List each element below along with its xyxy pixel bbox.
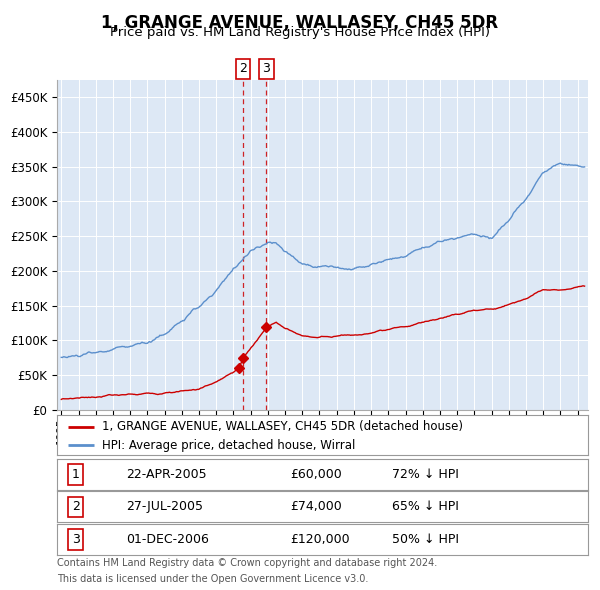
Text: £60,000: £60,000 (290, 468, 343, 481)
Text: 3: 3 (263, 63, 271, 76)
Text: 2: 2 (71, 500, 80, 513)
Text: 50% ↓ HPI: 50% ↓ HPI (392, 533, 458, 546)
Text: 3: 3 (71, 533, 80, 546)
Text: Price paid vs. HM Land Registry's House Price Index (HPI): Price paid vs. HM Land Registry's House … (110, 26, 490, 39)
Text: 1: 1 (71, 468, 80, 481)
Text: 27-JUL-2005: 27-JUL-2005 (126, 500, 203, 513)
Text: 65% ↓ HPI: 65% ↓ HPI (392, 500, 458, 513)
Text: 01-DEC-2006: 01-DEC-2006 (126, 533, 209, 546)
Text: 1, GRANGE AVENUE, WALLASEY, CH45 5DR: 1, GRANGE AVENUE, WALLASEY, CH45 5DR (101, 14, 499, 32)
Text: 72% ↓ HPI: 72% ↓ HPI (392, 468, 458, 481)
Text: This data is licensed under the Open Government Licence v3.0.: This data is licensed under the Open Gov… (57, 574, 368, 584)
Text: £120,000: £120,000 (290, 533, 350, 546)
Text: 2: 2 (239, 63, 247, 76)
Text: 1, GRANGE AVENUE, WALLASEY, CH45 5DR (detached house): 1, GRANGE AVENUE, WALLASEY, CH45 5DR (de… (102, 420, 463, 433)
Text: £74,000: £74,000 (290, 500, 343, 513)
Text: Contains HM Land Registry data © Crown copyright and database right 2024.: Contains HM Land Registry data © Crown c… (57, 558, 437, 568)
Text: HPI: Average price, detached house, Wirral: HPI: Average price, detached house, Wirr… (102, 439, 356, 452)
Text: 22-APR-2005: 22-APR-2005 (126, 468, 206, 481)
